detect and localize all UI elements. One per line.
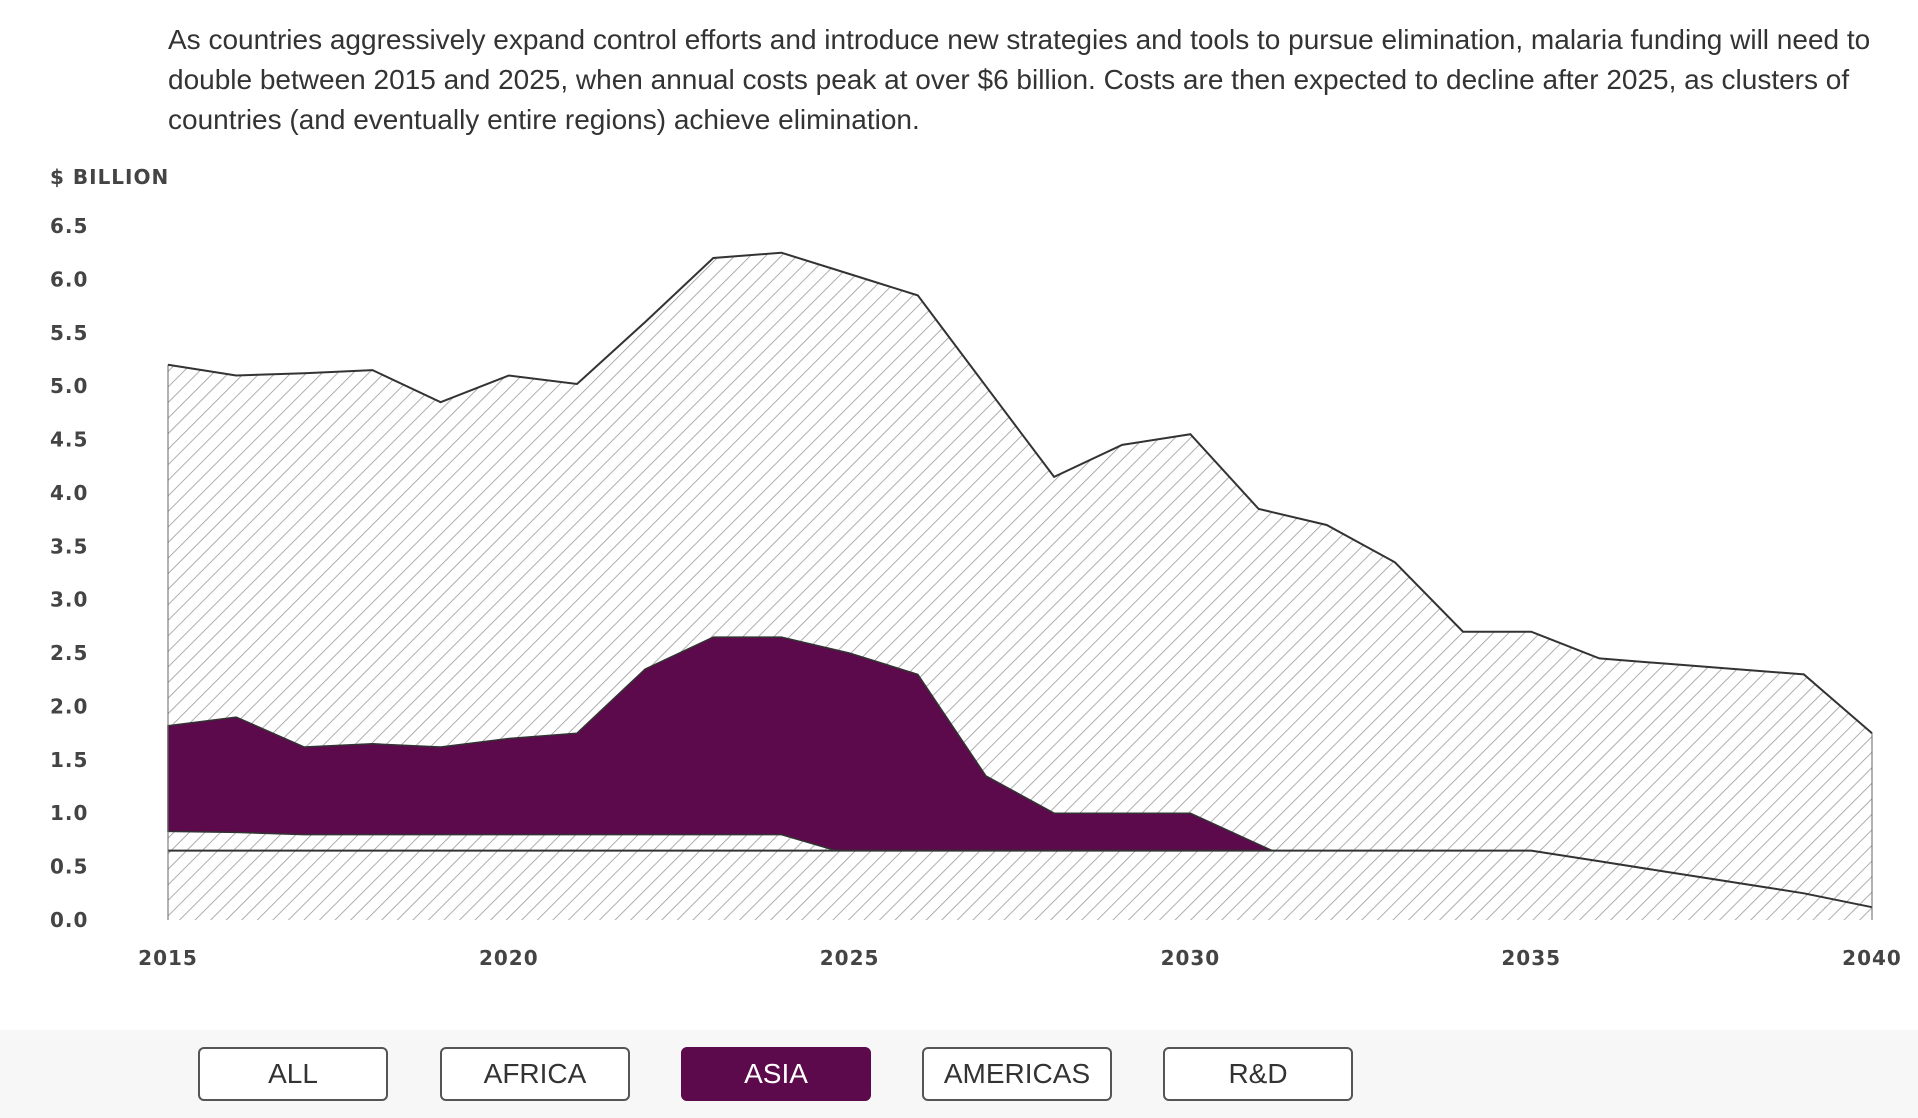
filter-button-rd[interactable]: R&D [1163,1047,1353,1101]
filter-button-africa[interactable]: AFRICA [440,1047,630,1101]
y-tick-label: 4.5 [50,428,88,452]
y-tick-label: 6.5 [50,214,88,238]
x-tick-label: 2025 [820,946,880,970]
y-tick-label: 4.0 [50,481,88,505]
x-tick-label: 2040 [1842,946,1902,970]
y-tick-label: 1.0 [50,801,88,825]
y-tick-label: 3.5 [50,534,88,558]
y-tick-label: 0.5 [50,855,88,879]
y-tick-label: 5.0 [50,374,88,398]
y-tick-label: 0.0 [50,908,88,932]
y-tick-label: 2.5 [50,641,88,665]
total-series-line [167,251,1873,734]
filter-button-americas[interactable]: AMERICAS [922,1047,1112,1101]
y-tick-label: 1.5 [50,748,88,772]
x-tick-label: 2020 [479,946,539,970]
axis-layer: $ BILLION 0.0 0.5 1.0 1.5 2.0 2.5 3.0 3.5 4.0 4.5 5… [50,165,1902,970]
y-tick-label: 6.0 [50,267,88,291]
y-tick-label: 2.0 [50,695,88,719]
chart-svg: $ BILLION 0.0 0.5 1.0 1.5 2.0 2.5 3.0 3.5 4.0 4.5 5… [50,165,1902,970]
y-axis-unit-label: $ BILLION [50,165,169,189]
intro-paragraph: As countries aggressively expand control… [168,24,1871,135]
baseline-band-line [168,849,1873,909]
x-tick-label: 2035 [1501,946,1561,970]
region-filter-bar: ALL AFRICA ASIA AMERICAS R&D [0,1030,1918,1118]
y-tick-label: 3.0 [50,588,88,612]
funding-chart: $ BILLION 0.0 0.5 1.0 1.5 2.0 2.5 3.0 3.5 4.0 4.5 5… [0,150,1918,980]
plot-layer [167,251,1873,920]
filter-button-all[interactable]: ALL [198,1047,388,1101]
x-tick-label: 2015 [138,946,198,970]
y-tick-label: 5.5 [50,321,88,345]
x-tick-label: 2030 [1161,946,1221,970]
filter-button-asia[interactable]: ASIA [681,1047,871,1101]
